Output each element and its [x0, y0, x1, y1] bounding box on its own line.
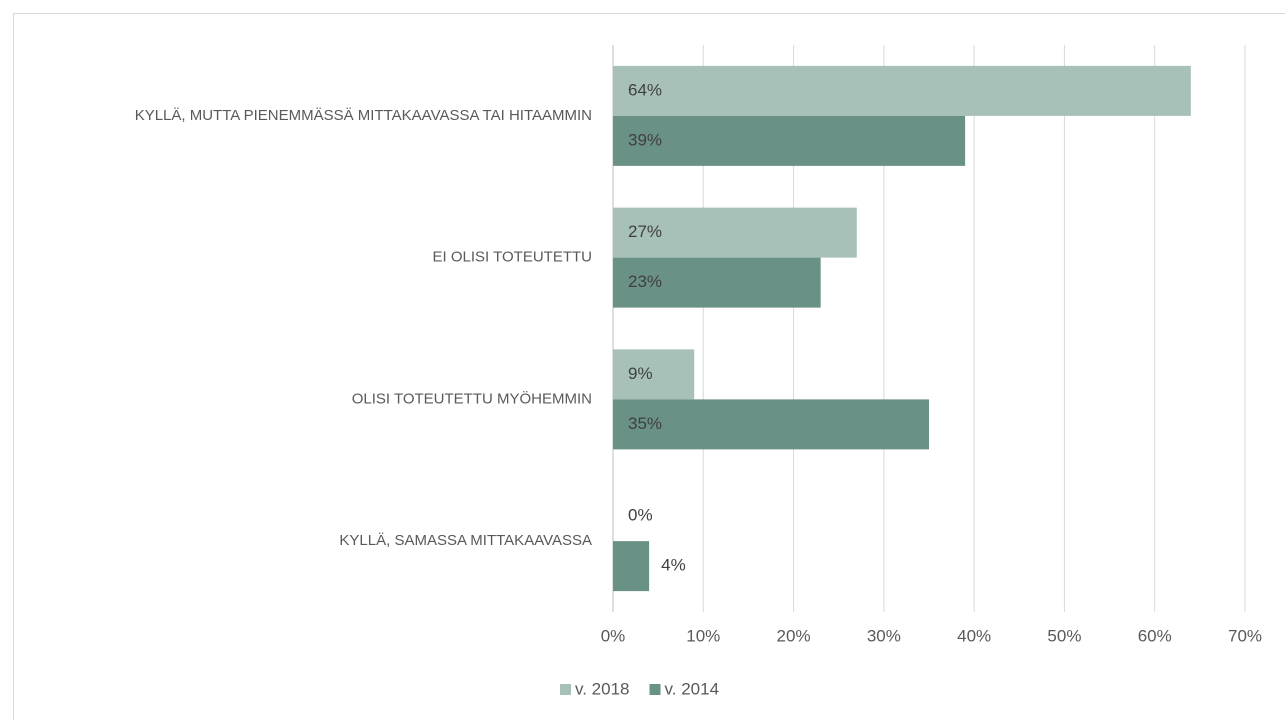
x-tick-label: 30%: [867, 626, 901, 645]
bar: [613, 349, 694, 399]
value-label: 23%: [628, 272, 662, 291]
category-label: OLISI TOTEUTETTU MYÖHEMMIN: [352, 389, 592, 407]
category-label: KYLLÄ, SAMASSA MITTAKAAVASSA: [339, 532, 592, 549]
value-label: 0%: [628, 506, 653, 525]
bar: [613, 116, 965, 166]
value-label: 35%: [628, 414, 662, 433]
x-tick-label: 10%: [686, 626, 720, 645]
value-label: 64%: [628, 80, 662, 99]
value-label: 4%: [661, 556, 686, 575]
legend-label: v. 2018: [575, 679, 630, 698]
legend-label: v. 2014: [665, 679, 720, 698]
x-tick-label: 60%: [1138, 626, 1172, 645]
x-tick-label: 0%: [601, 626, 626, 645]
x-tick-label: 50%: [1047, 626, 1081, 645]
value-label: 9%: [628, 364, 653, 383]
x-tick-label: 20%: [777, 626, 811, 645]
value-label: 27%: [628, 222, 662, 241]
legend-swatch: [650, 684, 661, 695]
legend-swatch: [560, 684, 571, 695]
x-tick-label: 40%: [957, 626, 991, 645]
category-label: KYLLÄ, MUTTA PIENEMMÄSSÄ MITTAKAAVASSA T…: [135, 107, 592, 124]
bar: [613, 66, 1191, 116]
value-label: 39%: [628, 130, 662, 149]
bar: [613, 541, 649, 591]
category-label: EI OLISI TOTEUTETTU: [433, 249, 592, 266]
x-tick-label: 70%: [1228, 626, 1262, 645]
